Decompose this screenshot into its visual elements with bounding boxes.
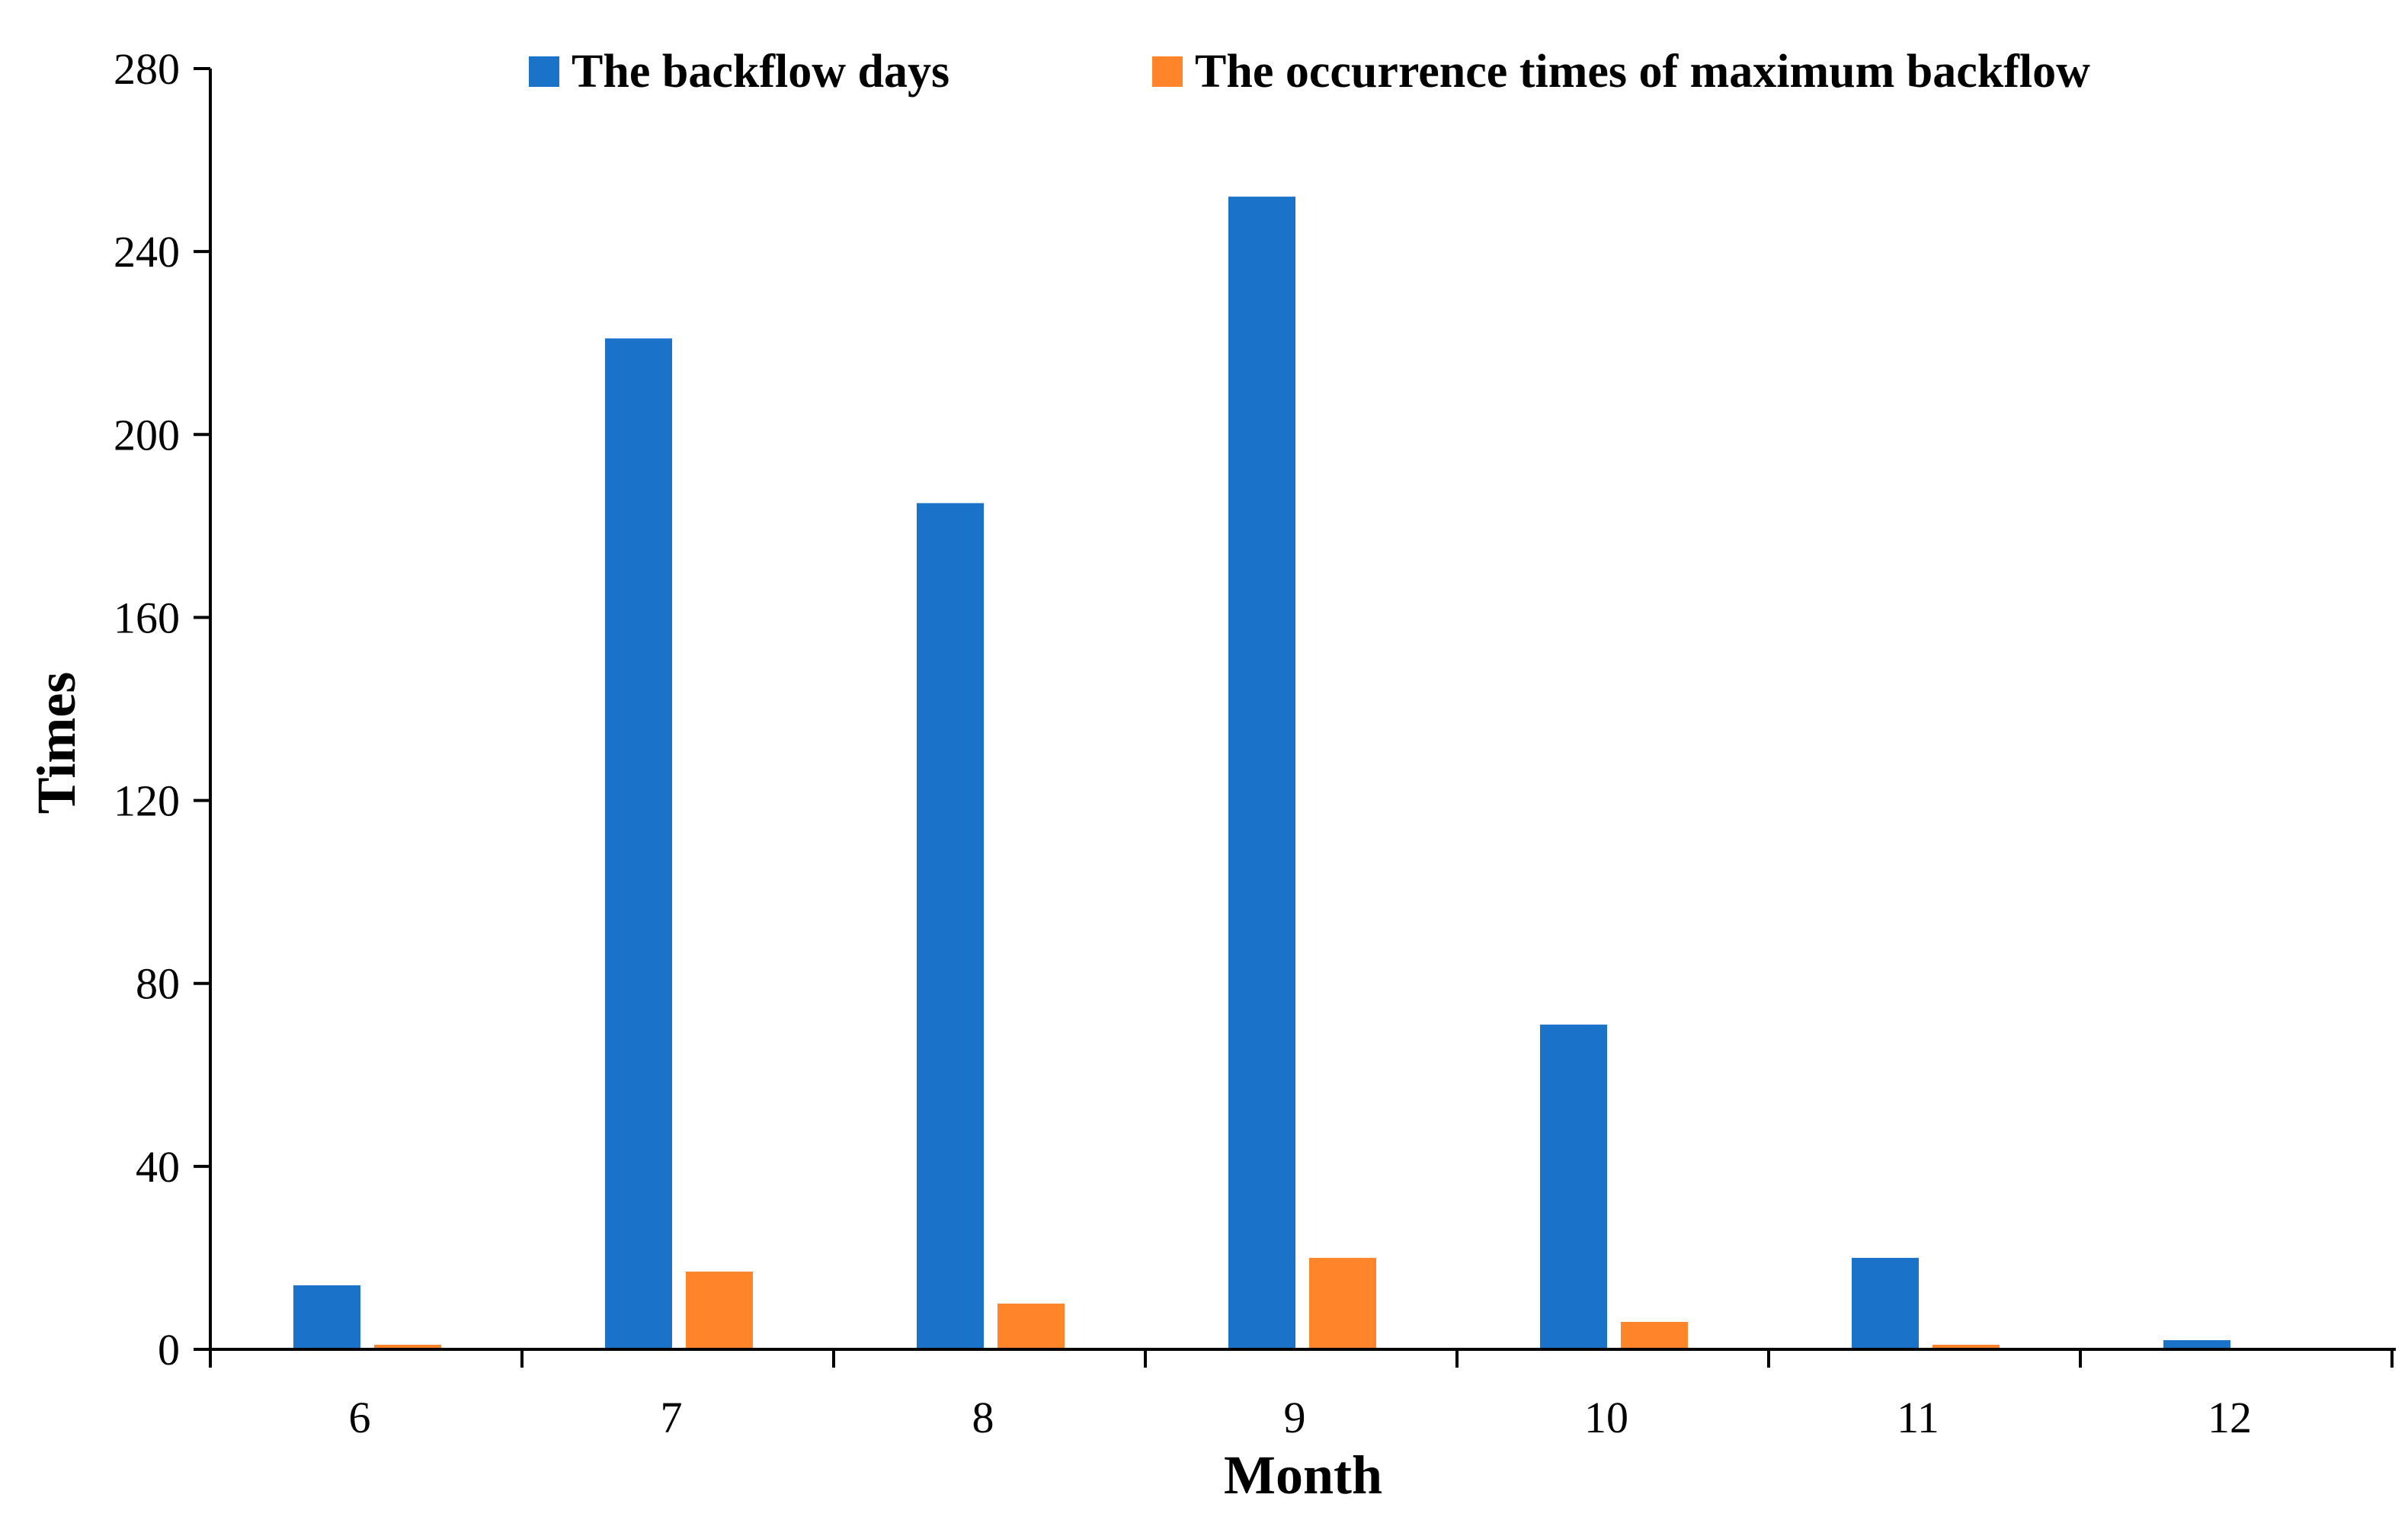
y-axis-title: Times xyxy=(26,672,87,814)
y-tick-label-0: 0 xyxy=(158,1325,180,1374)
legend-label-2: The occurrence times of maximum backflow xyxy=(1195,46,2090,98)
legend-swatch-2 xyxy=(1152,56,1183,87)
bar-max-backflow-7 xyxy=(686,1271,753,1349)
x-axis-title: Month xyxy=(1224,1445,1382,1506)
legend-label-1: The backflow days xyxy=(572,46,949,98)
bar-max-backflow-8 xyxy=(997,1303,1065,1349)
x-tick-label-8: 8 xyxy=(972,1393,994,1442)
bar-max-backflow-9 xyxy=(1309,1257,1376,1349)
y-tick-label-280: 280 xyxy=(114,44,180,94)
x-tick-label-7: 7 xyxy=(661,1393,683,1442)
bar-backflow-days-11 xyxy=(1852,1257,1919,1349)
bar-backflow-days-8 xyxy=(917,503,984,1349)
y-tick-label-40: 40 xyxy=(136,1142,180,1192)
bar-backflow-days-9 xyxy=(1228,197,1295,1350)
y-tick-label-200: 200 xyxy=(114,410,180,459)
bar-max-backflow-10 xyxy=(1621,1321,1688,1349)
bar-backflow-days-12 xyxy=(2163,1339,2230,1349)
bar-max-backflow-11 xyxy=(1932,1344,2000,1349)
x-tick-label-9: 9 xyxy=(1284,1393,1306,1442)
y-tick-label-160: 160 xyxy=(114,593,180,642)
axes-layer: 0 40 80 120 160 200 240 280 6 7 8 9 10 11 12 xyxy=(114,44,2396,1442)
bar-backflow-days-6 xyxy=(293,1285,360,1349)
bar-max-backflow-6 xyxy=(374,1344,441,1349)
bars-layer xyxy=(293,197,2230,1350)
x-tick-label-6: 6 xyxy=(349,1393,371,1442)
x-tick-label-11: 11 xyxy=(1897,1393,1939,1442)
legend-swatch-1 xyxy=(529,56,559,87)
y-tick-label-120: 120 xyxy=(114,776,180,826)
x-tick-label-10: 10 xyxy=(1584,1393,1628,1442)
y-tick-label-80: 80 xyxy=(136,959,180,1009)
bar-backflow-days-7 xyxy=(605,338,672,1350)
legend: The backflow days The occurrence times of… xyxy=(529,46,2090,98)
bar-backflow-days-10 xyxy=(1540,1024,1607,1349)
y-tick-label-240: 240 xyxy=(114,227,180,277)
x-tick-label-12: 12 xyxy=(2208,1393,2252,1442)
